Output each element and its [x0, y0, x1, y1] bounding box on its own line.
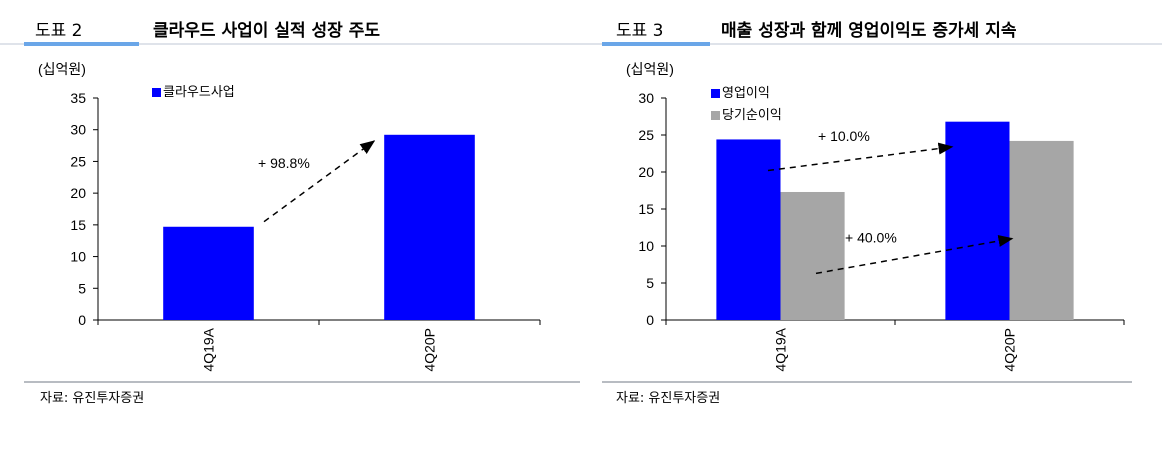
legend-label: 클라우드사업 [163, 84, 235, 99]
header-divider [580, 43, 1162, 45]
y-tick-label: 5 [646, 275, 654, 291]
header-accent [24, 42, 139, 46]
header-accent [602, 42, 710, 46]
growth-arrow [767, 142, 954, 172]
bar-series1-4q20p [945, 121, 1010, 321]
x-tick-label: 4Q20P [1002, 328, 1018, 372]
bar-series2-4q19a [780, 191, 845, 320]
chart-panel-right: 도표 3 매출 성장과 함께 영업이익도 증가세 지속 (십억원) 0 5 10 15 2… [580, 0, 1162, 449]
unit-label: (십억원) [626, 61, 674, 77]
legend-swatch [711, 111, 720, 120]
panel-header: 도표 2 클라우드 사업이 실적 성장 주도 [0, 8, 580, 46]
legend-swatch [152, 88, 161, 97]
x-tick-label: 4Q20P [422, 328, 438, 372]
bar-series1-4q19a [163, 226, 254, 320]
growth-annotation: + 10.0% [818, 128, 870, 144]
y-tick-label: 5 [78, 280, 86, 296]
bar-series1-4q19a [716, 139, 781, 320]
header-divider [0, 43, 580, 45]
y-tick-label: 0 [646, 312, 654, 328]
x-tick-label: 4Q19A [201, 327, 217, 371]
y-tick-label: 30 [638, 90, 654, 106]
source-note: 자료: 유진투자증권 [616, 391, 721, 406]
x-tick-label: 4Q19A [773, 327, 789, 371]
y-tick-label: 20 [638, 164, 654, 180]
panel-header: 도표 3 매출 성장과 함께 영업이익도 증가세 지속 [580, 8, 1162, 46]
y-tick-label: 35 [70, 90, 86, 106]
y-tick-label: 10 [638, 238, 654, 254]
chart-title: 클라우드 사업이 실적 성장 주도 [153, 21, 380, 41]
legend-swatch [711, 89, 720, 98]
y-tick-label: 20 [70, 185, 86, 201]
growth-annotation: + 40.0% [845, 229, 897, 245]
y-tick-label: 30 [70, 122, 86, 138]
growth-arrow [263, 140, 376, 223]
figure-label: 도표 3 [616, 21, 664, 41]
chart-panel-left: 도표 2 클라우드 사업이 실적 성장 주도 (십억원) 0 5 10 15 20 25 30… [0, 0, 580, 449]
growth-arrow [815, 235, 1014, 275]
y-tick-label: 25 [70, 153, 86, 169]
legend-label: 당기순이익 [722, 107, 782, 122]
y-tick-label: 15 [70, 217, 86, 233]
unit-label: (십억원) [38, 61, 86, 77]
growth-annotation: + 98.8% [258, 155, 310, 171]
figure-label: 도표 2 [35, 21, 83, 41]
bar-series1-4q20p [384, 134, 475, 320]
y-tick-label: 25 [638, 127, 654, 143]
bar-series2-4q20p [1009, 140, 1074, 320]
bar-chart-cloud: (십억원) 0 5 10 15 20 25 30 35 4Q19A 4Q20P 클라우드사업 + 98.… [38, 61, 541, 372]
y-tick-label: 10 [70, 249, 86, 265]
y-tick-label: 15 [638, 201, 654, 217]
source-note: 자료: 유진투자증권 [40, 391, 145, 406]
chart-title: 매출 성장과 함께 영업이익도 증가세 지속 [721, 21, 1017, 41]
y-tick-label: 0 [78, 312, 86, 328]
source-divider [602, 381, 1132, 383]
legend-label: 영업이익 [722, 85, 770, 100]
source-divider [24, 381, 580, 383]
